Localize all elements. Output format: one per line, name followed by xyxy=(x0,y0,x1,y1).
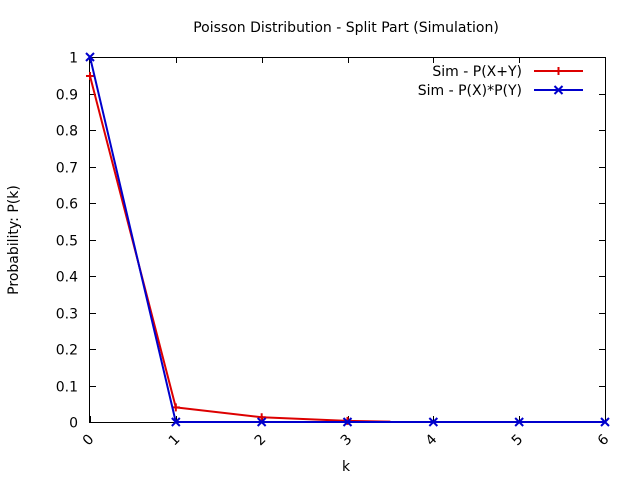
y-tick-label: 0.1 xyxy=(56,380,78,396)
y-tick-label: 0.3 xyxy=(56,307,78,323)
y-tick-label: 1 xyxy=(69,51,78,67)
x-tick-label: 4 xyxy=(423,431,441,449)
y-tick-label: 0.6 xyxy=(56,197,78,213)
plot-frame xyxy=(89,57,606,423)
y-axis-label: Probability: P(k) xyxy=(6,185,22,295)
series-layer xyxy=(85,52,610,427)
x-tick-label: 1 xyxy=(166,432,184,450)
series-line xyxy=(89,56,605,423)
data-point xyxy=(514,417,524,427)
x-tick-label: 6 xyxy=(595,431,613,449)
chart-title: Poisson Distribution - Split Part (Simul… xyxy=(193,20,499,36)
x-tick-label: 0 xyxy=(80,432,98,450)
data-point xyxy=(600,417,610,427)
x-axis-label: k xyxy=(342,459,351,475)
y-tick-label: 0.9 xyxy=(56,88,78,104)
y-tick-label: 0.2 xyxy=(56,343,78,359)
legend-label: Sim - P(X)*P(Y) xyxy=(418,83,522,99)
x-tick-label: 3 xyxy=(338,432,356,450)
x-tick-label: 2 xyxy=(252,432,270,450)
axis-ticks: 0 0.1 0.2 0.3 0.4 0.5 0.6 0.7 0.8 0.9 1 0 1 2 3 4 5 6 xyxy=(56,51,613,450)
data-point xyxy=(256,417,267,427)
y-tick-label: 0.4 xyxy=(56,270,78,286)
series-0 xyxy=(86,71,391,425)
data-point xyxy=(428,417,439,427)
legend: Sim - P(X+Y) Sim - P(X)*P(Y) xyxy=(418,64,583,99)
legend-label: Sim - P(X+Y) xyxy=(432,64,522,80)
data-point xyxy=(342,417,353,427)
data-point xyxy=(85,52,95,62)
y-tick-label: 0.8 xyxy=(56,124,78,140)
y-tick-label: 0 xyxy=(69,416,78,432)
series-1 xyxy=(85,52,610,427)
legend-marker xyxy=(553,85,564,95)
x-tick-label: 5 xyxy=(509,432,527,450)
y-tick-label: 0.5 xyxy=(56,234,78,250)
y-tick-label: 0.7 xyxy=(56,161,78,177)
data-point xyxy=(171,417,181,427)
